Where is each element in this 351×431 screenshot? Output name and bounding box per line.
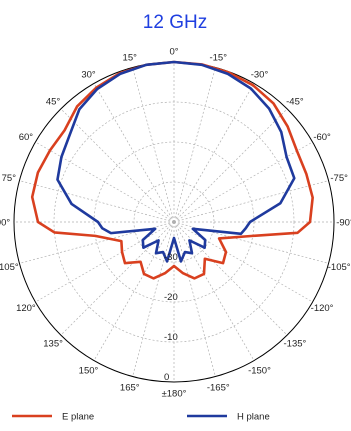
grid-spoke-30 [93,83,175,223]
angle-tick-label: 30° [81,69,96,80]
radial-tick-label: 0 [164,372,169,383]
grid-spoke-150 [93,221,175,361]
series-line-h-plane [56,60,296,263]
radial-tick-label: -10 [164,332,178,343]
polar-grid [13,61,335,383]
angle-tick-label: -30° [251,69,269,80]
grid-spoke--135 [173,221,288,336]
legend-label-h-plane: H plane [237,412,270,423]
grid-spoke--15 [173,67,216,223]
grid-spoke-75 [19,180,175,223]
angle-tick-label: -120° [311,303,334,314]
grid-spoke-165 [132,221,175,377]
angle-tick-label: 45° [46,97,61,108]
angle-tick-label: -45° [286,97,304,108]
grid-spoke-45 [60,108,175,223]
radial-tick-label: -30 [164,252,178,263]
angle-tick-label: 105° [0,262,19,273]
angle-tick-label: -15° [209,52,227,63]
grid-spoke-135 [60,221,175,336]
angle-tick-label: 60° [19,132,34,143]
angle-tick-labels: 0° -15° -30° -45° -60° -75° -90° -105° -120° -135… [0,47,351,400]
legend-label-e-plane: E plane [62,412,94,423]
chart-title: 12 GHz [143,12,207,33]
angle-tick-label: -165° [207,383,230,394]
angle-tick-label: 150° [79,366,99,377]
angle-tick-label: 75° [2,173,17,184]
grid-spoke--105 [173,221,329,264]
grid-spoke--165 [173,221,216,377]
angle-tick-label: 15° [123,52,138,63]
angle-tick-label: -75° [330,173,348,184]
grid-spoke--60 [173,141,313,223]
angle-tick-label: -150° [248,366,271,377]
angle-tick-label: 165° [120,383,140,394]
angle-tick-label: 90° [0,218,10,229]
angle-tick-label: -135° [284,338,307,349]
legend: E plane H plane [12,412,270,423]
grid-spoke--150 [173,221,255,361]
grid-spoke-60 [35,141,175,223]
grid-spoke--120 [173,221,313,303]
grid-spoke--30 [173,83,255,223]
angle-tick-label: 0° [169,47,178,58]
angle-tick-label: -105° [328,262,351,273]
grid-spoke--75 [173,180,329,223]
series-layer [30,60,314,280]
radial-tick-labels: -30 -20 -10 0 [164,252,178,383]
angle-tick-label: -90° [336,218,351,229]
grid-spoke-105 [19,221,175,264]
angle-tick-label: 120° [16,303,36,314]
angle-tick-label: -60° [313,132,331,143]
radial-tick-label: -20 [164,292,178,303]
grid-spoke--45 [173,108,288,223]
angle-tick-label: 135° [43,338,63,349]
grid-spoke-15 [132,67,175,223]
grid-spoke-120 [35,221,175,303]
angle-tick-label: ±180° [162,389,187,400]
